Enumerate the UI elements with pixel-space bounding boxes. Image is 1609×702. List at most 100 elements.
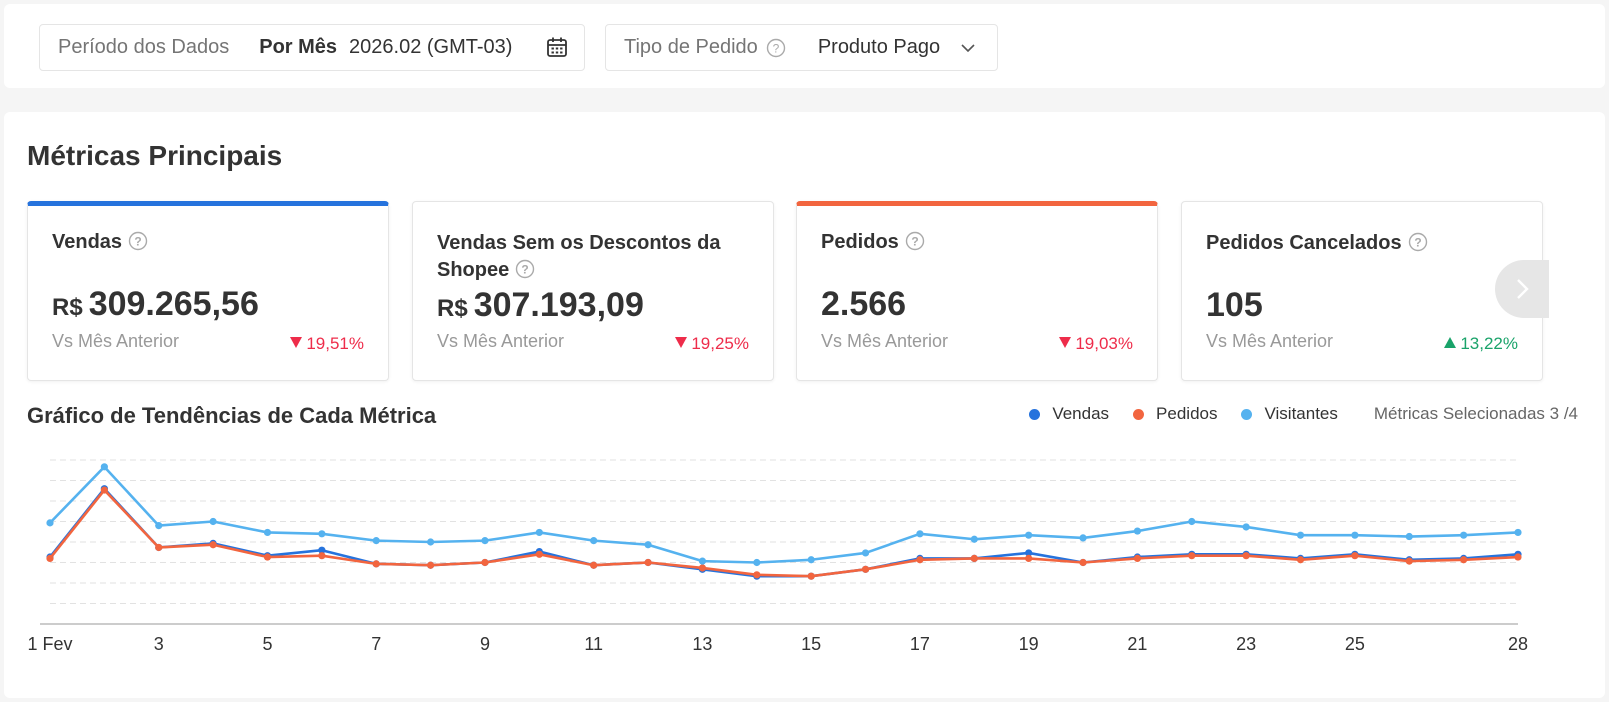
data-point-pedidos (1133, 554, 1142, 562)
period-value: 2026.02 (GMT-03) (349, 36, 513, 58)
data-point-visitantes (1079, 534, 1087, 542)
x-tick-label: 9 (480, 634, 490, 654)
data-point-visitantes (1025, 531, 1033, 539)
data-point-pedidos (209, 541, 217, 549)
chevron-down-icon[interactable] (959, 39, 977, 63)
data-point-pedidos (970, 554, 978, 562)
data-point-visitantes (1188, 517, 1196, 526)
legend-dot (1029, 408, 1041, 420)
card-title: Pedidos Cancelados? (1206, 230, 1506, 257)
data-point-visitantes (1514, 528, 1522, 537)
order-type-selector[interactable]: Tipo de Pedido ? Produto Pago (605, 24, 998, 71)
x-tick-label: 1 Fev (27, 634, 72, 654)
data-point-visitantes (590, 537, 598, 545)
data-point-visitantes (209, 517, 217, 526)
period-label: Período dos Dados (58, 36, 230, 58)
svg-text:?: ? (911, 235, 918, 249)
svg-text:?: ? (772, 41, 779, 55)
data-point-visitantes (1242, 523, 1250, 531)
data-point-pedidos (1079, 558, 1087, 567)
metric-card-vendas-sem-descontos[interactable]: Vendas Sem os Descontos da Shopee? R$ 307… (412, 201, 774, 381)
metric-card-pedidos[interactable]: Pedidos? 2.566 Vs Mês Anterior 19,03% (796, 201, 1158, 381)
card-value: R$ 309.265,56 (52, 285, 259, 323)
data-point-pedidos (155, 543, 163, 552)
calendar-icon[interactable] (546, 36, 568, 64)
data-point-pedidos (861, 565, 870, 573)
chart-legend: Vendas Pedidos Visitantes Métricas Selec… (1005, 404, 1578, 424)
data-point-visitantes (318, 530, 326, 538)
card-title: Pedidos? (821, 229, 1121, 256)
metric-card-pedidos-cancelados[interactable]: Pedidos Cancelados? 105 Vs Mês Anterior … (1181, 201, 1543, 381)
data-point-visitantes (1405, 532, 1413, 541)
data-point-pedidos (807, 572, 815, 580)
data-point-pedidos (916, 556, 924, 564)
legend-item-visitantes[interactable]: Visitantes (1241, 404, 1338, 424)
data-point-visitantes (481, 537, 489, 545)
order-type-value: Produto Pago (817, 36, 941, 58)
data-point-visitantes (263, 528, 272, 537)
card-compare-label: Vs Mês Anterior (52, 331, 180, 351)
help-icon[interactable]: ? (905, 231, 925, 251)
data-point-pedidos (1025, 554, 1033, 562)
data-point-visitantes (155, 522, 163, 530)
card-change: 19,25% (675, 334, 749, 354)
card-change: 19,51% (290, 334, 364, 354)
card-change: 19,03% (1059, 334, 1133, 354)
data-point-pedidos (1405, 557, 1413, 565)
help-icon[interactable]: ? (766, 38, 786, 58)
key-metrics-panel: Métricas Principais Vendas? R$ 309.265,56… (4, 112, 1605, 698)
data-point-pedidos (1188, 552, 1196, 560)
x-tick-label: 19 (1019, 634, 1039, 654)
trend-chart-title: Gráfico de Tendências de Cada Métrica (27, 403, 437, 428)
card-title: Vendas? (52, 229, 352, 256)
data-point-pedidos (1351, 552, 1359, 560)
data-point-visitantes (1351, 531, 1359, 539)
card-title: Vendas Sem os Descontos da Shopee? (437, 232, 721, 281)
x-tick-label: 3 (154, 634, 164, 654)
next-cards-button[interactable] (1495, 260, 1549, 318)
x-tick-label: 25 (1345, 634, 1365, 654)
legend-item-pedidos[interactable]: Pedidos (1133, 404, 1217, 424)
data-point-pedidos (1242, 552, 1250, 560)
trend-line-chart: 1 Fev 3 5 7 9 11 13 15 17 19 21 23 25 28 (27, 459, 1528, 654)
period-selector[interactable]: Período dos Dados Por Mês 2026.02 (GMT-0… (39, 24, 585, 71)
data-point-visitantes (535, 528, 543, 537)
chevron-right-icon (1517, 279, 1529, 299)
card-compare-label: Vs Mês Anterior (437, 331, 565, 351)
card-value: R$ 307.193,09 (437, 286, 644, 324)
data-point-visitantes (100, 463, 108, 471)
legend-dot (1241, 408, 1253, 420)
filter-bar: Período dos Dados Por Mês 2026.02 (GMT-0… (4, 4, 1605, 88)
data-point-pedidos (426, 561, 435, 569)
data-point-pedidos (46, 554, 54, 562)
data-point-visitantes (916, 530, 924, 538)
x-tick-label: 15 (801, 634, 821, 654)
selected-metrics-link[interactable]: Métricas Selecionadas 3 /4 (1373, 404, 1578, 423)
data-point-pedidos (1296, 556, 1305, 564)
data-point-visitantes (426, 538, 435, 546)
data-point-vendas (1025, 549, 1033, 557)
data-point-visitantes (372, 537, 380, 545)
data-point-vendas (318, 546, 326, 554)
help-icon[interactable]: ? (1408, 232, 1428, 252)
data-point-visitantes (1133, 527, 1142, 535)
metric-card-vendas[interactable]: Vendas? R$ 309.265,56 Vs Mês Anterior 19,… (27, 201, 389, 381)
help-icon[interactable]: ? (515, 259, 535, 279)
panel-title: Métricas Principais (27, 140, 283, 171)
data-point-pedidos (263, 553, 272, 561)
data-point-pedidos (318, 552, 326, 560)
data-point-visitantes (970, 535, 978, 543)
period-mode: Por Mês (259, 36, 338, 58)
order-type-label: Tipo de Pedido (624, 36, 758, 58)
legend-item-vendas[interactable]: Vendas (1029, 404, 1109, 424)
triangle-down-icon (675, 337, 688, 348)
help-icon[interactable]: ? (128, 231, 148, 251)
data-point-pedidos (372, 560, 380, 568)
triangle-down-icon (1059, 337, 1072, 348)
x-tick-label: 23 (1236, 634, 1256, 654)
x-tick-label: 21 (1127, 634, 1147, 654)
data-point-pedidos (535, 550, 543, 558)
card-change: 13,22% (1444, 334, 1518, 354)
data-point-pedidos (100, 486, 108, 494)
data-point-pedidos (644, 558, 652, 567)
